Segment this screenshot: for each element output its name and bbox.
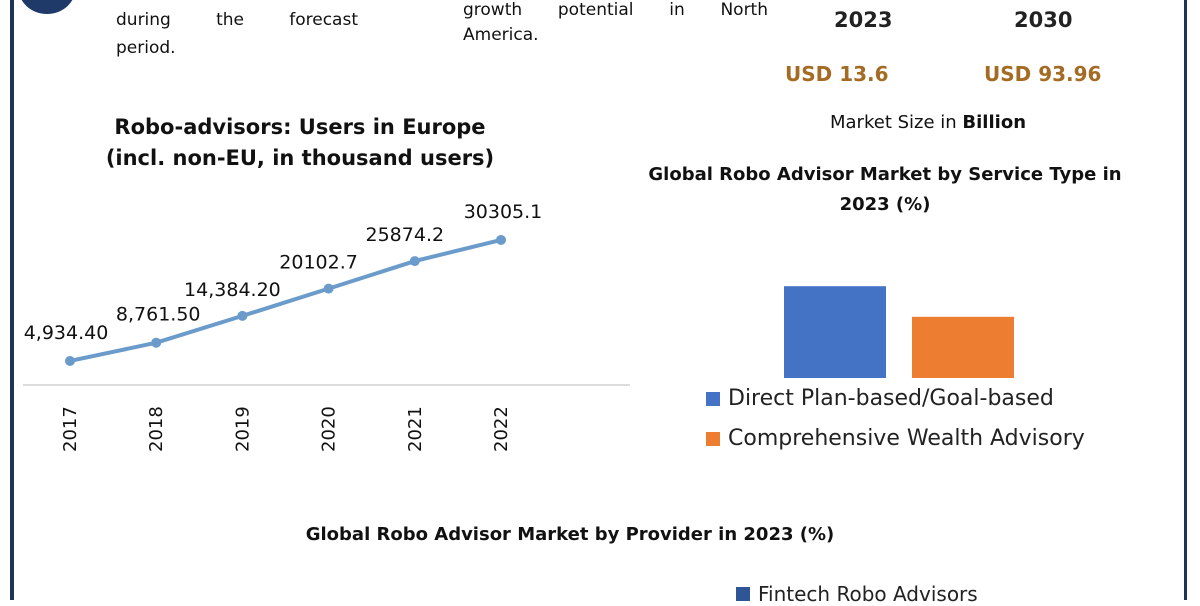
data-label: 4,934.40 bbox=[24, 322, 109, 344]
provider-chart-title: Global Robo Advisor Market by Provider i… bbox=[305, 524, 835, 545]
mid-text-line2: America. bbox=[463, 25, 539, 45]
line-chart-title: Robo-advisors: Users in Europe (incl. no… bbox=[60, 112, 540, 174]
bar-chart bbox=[784, 286, 1014, 378]
data-point bbox=[151, 337, 162, 348]
legend-label: Fintech Robo Advisors bbox=[758, 582, 978, 606]
data-label: 30305.1 bbox=[464, 201, 543, 223]
frame-border-left bbox=[10, 0, 14, 600]
market-size-caption: Market Size in Billion bbox=[830, 112, 1026, 133]
series-line bbox=[69, 238, 502, 363]
legend-swatch-orange bbox=[706, 431, 720, 446]
legend-label: Comprehensive Wealth Advisory bbox=[728, 426, 1085, 451]
caption-prefix: Market Size in bbox=[830, 112, 957, 133]
caption-unit: Billion bbox=[962, 112, 1027, 133]
data-label: 14,384.20 bbox=[184, 279, 281, 301]
bar-chart-title: Global Robo Advisor Market by Service Ty… bbox=[620, 160, 1150, 220]
data-point bbox=[323, 283, 334, 294]
year-start: 2023 bbox=[834, 8, 893, 32]
data-label: 25874.2 bbox=[366, 224, 445, 246]
data-point bbox=[65, 355, 75, 366]
line-chart-title-1: Robo-advisors: Users in Europe bbox=[114, 115, 486, 139]
mid-text-line1: growth potential in North bbox=[463, 0, 768, 20]
legend-swatch-blue bbox=[706, 391, 720, 406]
x-tick-label: 2021 bbox=[405, 406, 426, 452]
data-point bbox=[496, 234, 506, 245]
line-chart-title-2: (incl. non-EU, in thousand users) bbox=[105, 146, 495, 170]
x-tick-label: 2019 bbox=[232, 406, 253, 452]
value-end: USD 93.96 bbox=[984, 62, 1102, 86]
x-tick-label: 2018 bbox=[146, 406, 167, 452]
data-point bbox=[409, 256, 420, 267]
legend-comprehensive: Comprehensive Wealth Advisory bbox=[706, 426, 1085, 451]
bar-direct bbox=[784, 286, 886, 378]
legend-direct: Direct Plan-based/Goal-based bbox=[706, 386, 1054, 411]
x-tick-label: 2022 bbox=[491, 406, 512, 452]
legend-label: Direct Plan-based/Goal-based bbox=[728, 386, 1054, 411]
year-end: 2030 bbox=[1014, 8, 1073, 32]
x-tick-label: 2020 bbox=[319, 406, 340, 452]
bar-chart-title-2: 2023 (%) bbox=[839, 194, 931, 215]
frame-border-right bbox=[1184, 0, 1187, 600]
data-point bbox=[237, 310, 248, 321]
legend-fintech: Fintech Robo Advisors bbox=[736, 582, 978, 606]
value-start: USD 13.6 bbox=[785, 62, 889, 86]
data-label: 20102.7 bbox=[279, 252, 358, 274]
bar-comprehensive bbox=[912, 316, 1014, 378]
left-text-line3: period. bbox=[116, 38, 176, 58]
legend-swatch-navy bbox=[736, 587, 750, 601]
x-tick-label: 2017 bbox=[60, 406, 81, 452]
bar-chart-title-1: Global Robo Advisor Market by Service Ty… bbox=[648, 164, 1122, 185]
data-label: 8,761.50 bbox=[116, 304, 201, 326]
line-chart: 4,934.40 2017 8,761.50 2018 14,384.20 2019 201… bbox=[23, 201, 630, 452]
left-text-line2: during the forecast bbox=[116, 10, 358, 30]
